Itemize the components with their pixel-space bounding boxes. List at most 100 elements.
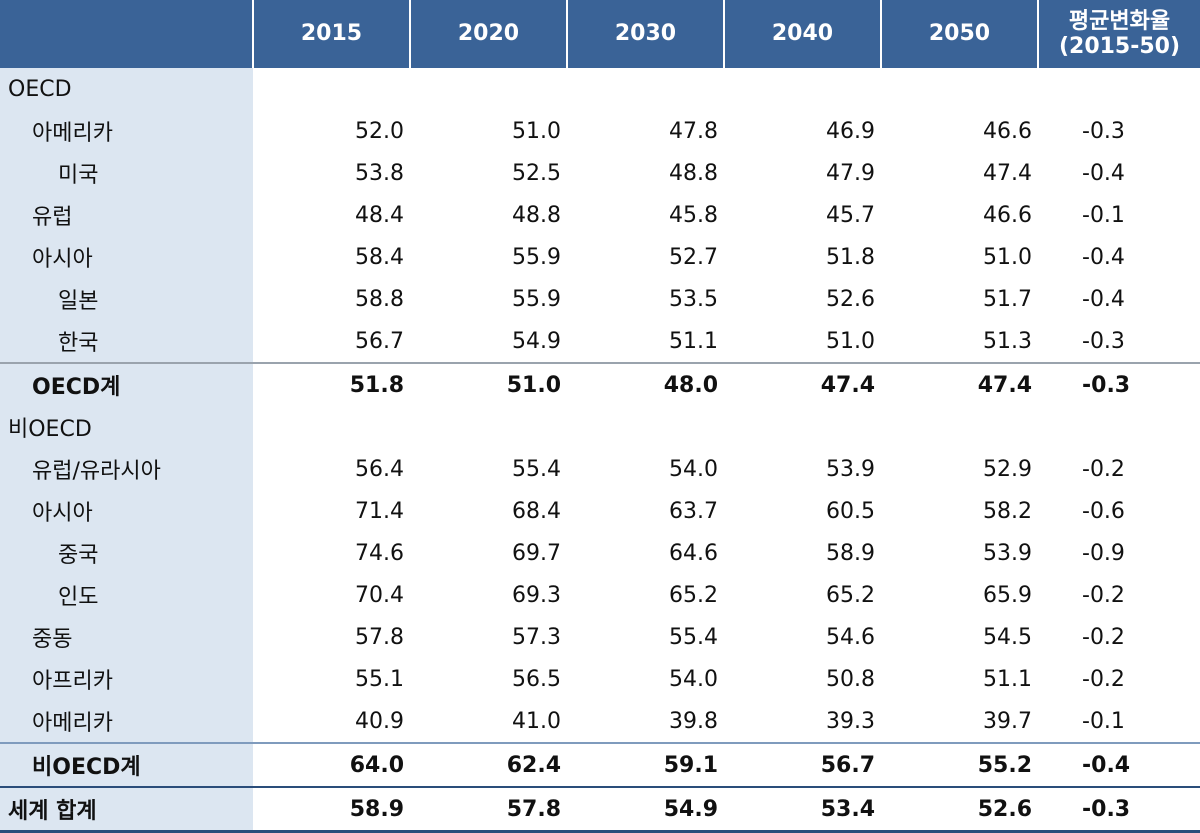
value-cell: 58.9: [253, 786, 410, 833]
value-cell: 58.8: [355, 286, 404, 312]
rate-header-period: (2015-50): [1058, 34, 1181, 59]
year-header: 2015: [252, 0, 410, 68]
table-row: 아메리카 52.0 51.0 47.8 46.9 46.6 -0.3: [0, 110, 1200, 152]
year-header: 2030: [566, 0, 724, 68]
value-cell: [567, 406, 724, 448]
row-label: 비OECD: [0, 406, 253, 448]
value-cell: 65.9: [983, 582, 1032, 608]
table-row: 중동 57.8 57.3 55.4 54.6 54.5 -0.2: [0, 616, 1200, 658]
value-cell: 53.5: [669, 286, 718, 312]
value-cell: 53.9: [983, 540, 1032, 566]
value-cell: 56.5: [512, 666, 561, 692]
row-label: 비OECD계: [0, 742, 253, 787]
value-cell: 69.3: [512, 582, 561, 608]
row-label: 일본: [0, 278, 253, 320]
value-cell: 52.5: [512, 160, 561, 186]
value-cell: 47.4: [881, 362, 1038, 406]
value-cell: 71.4: [355, 498, 404, 524]
table-row: 유럽/유라시아 56.4 55.4 54.0 53.9 52.9 -0.2: [0, 448, 1200, 490]
value-cell: 58.2: [983, 498, 1032, 524]
value-cell: [410, 68, 567, 110]
header-row: 2015 2020 2030 2040 2050 평균변화율 (2015-50): [0, 0, 1200, 68]
table-row: 인도 70.4 69.3 65.2 65.2 65.9 -0.2: [0, 574, 1200, 616]
rate-cell: -0.9: [1082, 540, 1125, 566]
rate-cell: -0.4: [1082, 244, 1125, 270]
value-cell: 65.2: [669, 582, 718, 608]
value-cell: 56.4: [355, 456, 404, 482]
value-cell: 53.4: [724, 786, 881, 833]
value-cell: 54.9: [567, 786, 724, 833]
rate-cell: -0.4: [1082, 160, 1125, 186]
value-cell: 45.8: [669, 202, 718, 228]
value-cell: 55.2: [881, 742, 1038, 787]
value-cell: 46.6: [983, 118, 1032, 144]
rate-cell: -0.3: [1038, 362, 1200, 406]
value-cell: 69.7: [512, 540, 561, 566]
value-cell: [567, 68, 724, 110]
value-cell: 59.1: [567, 742, 724, 787]
value-cell: 68.4: [512, 498, 561, 524]
table-row: 일본 58.8 55.9 53.5 52.6 51.7 -0.4: [0, 278, 1200, 320]
value-cell: 54.6: [826, 624, 875, 650]
value-cell: 54.0: [669, 456, 718, 482]
value-cell: 58.4: [355, 244, 404, 270]
value-cell: 40.9: [355, 708, 404, 734]
value-cell: 57.3: [512, 624, 561, 650]
row-label: OECD계: [0, 362, 253, 406]
value-cell: 52.6: [826, 286, 875, 312]
rate-cell: -0.2: [1082, 456, 1125, 482]
row-label: 중동: [0, 616, 253, 658]
subtotal-row: 비OECD계 64.0 62.4 59.1 56.7 55.2 -0.4: [0, 742, 1200, 787]
value-cell: [881, 68, 1038, 110]
value-cell: 70.4: [355, 582, 404, 608]
total-row: 세계 합계 58.9 57.8 54.9 53.4 52.6 -0.3: [0, 786, 1200, 833]
rate-cell: -0.1: [1082, 708, 1125, 734]
row-label: 인도: [0, 574, 253, 616]
value-cell: 60.5: [826, 498, 875, 524]
row-label: 아시아: [0, 236, 253, 278]
row-label: 세계 합계: [0, 786, 253, 833]
value-cell: 39.8: [669, 708, 718, 734]
value-cell: 47.9: [826, 160, 875, 186]
table-row: 중국 74.6 69.7 64.6 58.9 53.9 -0.9: [0, 532, 1200, 574]
value-cell: [724, 68, 881, 110]
value-cell: 58.9: [826, 540, 875, 566]
value-cell: 51.8: [826, 244, 875, 270]
value-cell: 48.8: [669, 160, 718, 186]
rate-cell: -0.2: [1082, 582, 1125, 608]
value-cell: 50.8: [826, 666, 875, 692]
row-label: 유럽/유라시아: [0, 448, 253, 490]
rate-cell: -0.3: [1082, 118, 1125, 144]
year-header: 2040: [723, 0, 881, 68]
row-label: OECD: [0, 68, 253, 110]
row-label: 유럽: [0, 194, 253, 236]
value-cell: 51.0: [826, 328, 875, 354]
value-cell: [881, 406, 1038, 448]
table-row: 유럽 48.4 48.8 45.8 45.7 46.6 -0.1: [0, 194, 1200, 236]
value-cell: 51.1: [669, 328, 718, 354]
value-cell: 51.1: [983, 666, 1032, 692]
value-cell: 64.6: [669, 540, 718, 566]
table-row: 아시아 58.4 55.9 52.7 51.8 51.0 -0.4: [0, 236, 1200, 278]
value-cell: [253, 68, 410, 110]
rate-cell: -0.2: [1082, 666, 1125, 692]
value-cell: 55.4: [512, 456, 561, 482]
value-cell: 56.7: [355, 328, 404, 354]
value-cell: 47.4: [983, 160, 1032, 186]
row-label: 아메리카: [0, 700, 253, 743]
value-cell: 51.7: [983, 286, 1032, 312]
rate-cell: [1038, 406, 1200, 448]
rate-cell: -0.6: [1082, 498, 1125, 524]
value-cell: 62.4: [410, 742, 567, 787]
table-row: 아메리카 40.9 41.0 39.8 39.3 39.7 -0.1: [0, 700, 1200, 743]
rate-cell: -0.4: [1038, 742, 1200, 787]
value-cell: 55.1: [355, 666, 404, 692]
value-cell: 48.4: [355, 202, 404, 228]
value-cell: 47.8: [669, 118, 718, 144]
value-cell: [724, 406, 881, 448]
subtotal-row: OECD계 51.8 51.0 48.0 47.4 47.4 -0.3: [0, 362, 1200, 406]
value-cell: 55.9: [512, 286, 561, 312]
row-label: 아메리카: [0, 110, 253, 152]
header-corner: [0, 0, 253, 68]
